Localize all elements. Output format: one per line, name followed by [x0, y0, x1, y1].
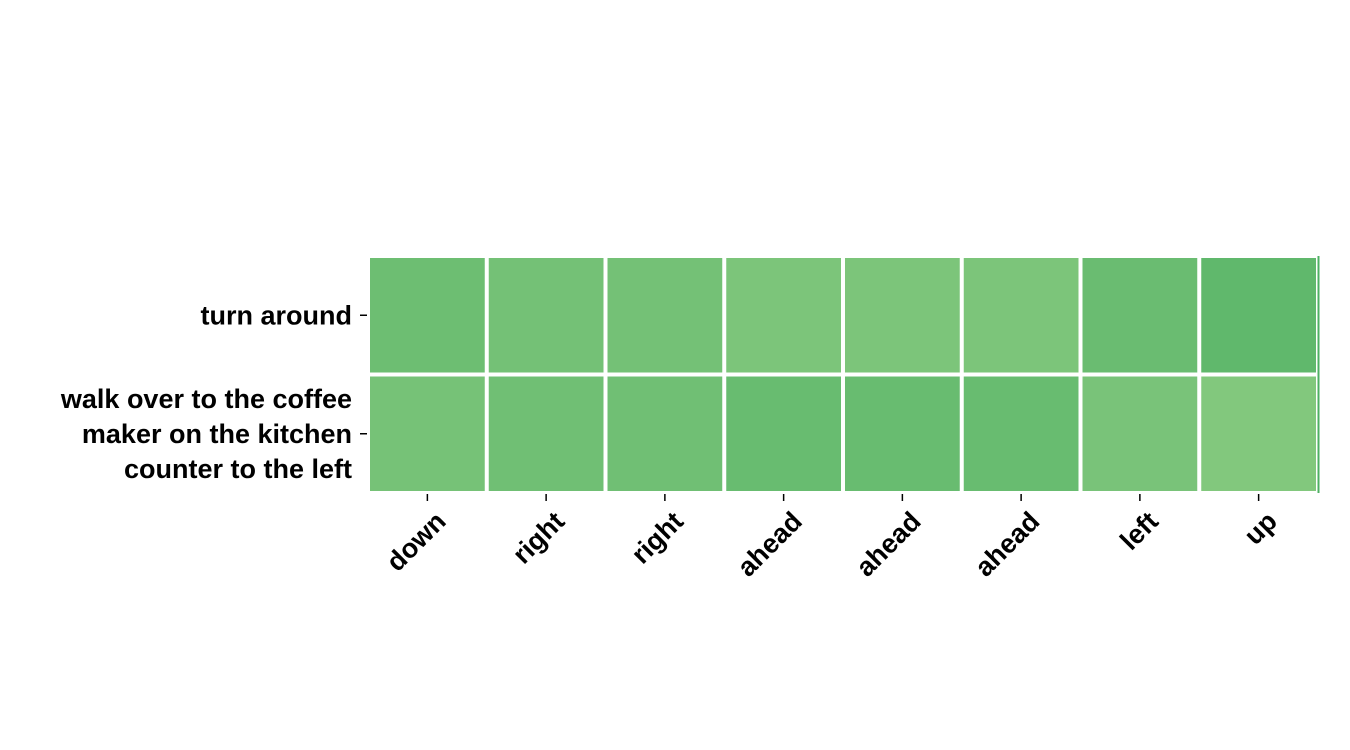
- heatmap-cell-r1-c6: [1082, 376, 1198, 491]
- y-tick-label-1: walk over to the coffee maker on the kitc…: [60, 384, 352, 484]
- y-axis: turn around walk over to the coffee maker …: [60, 300, 367, 484]
- heatmap-cell-r0-c5: [963, 258, 1079, 373]
- heatmap-cell-r0-c6: [1082, 258, 1198, 373]
- heatmap-cell-r1-c3: [726, 376, 841, 491]
- x-axis: down right right ahead ahead ahead left up: [381, 494, 1283, 582]
- x-tick-label-3: ahead: [731, 506, 807, 582]
- heatmap-cell-r1-c0: [370, 376, 485, 491]
- heatmap-cell-r0-c3: [726, 258, 841, 373]
- heatmap-cell-r1-c7: [1201, 376, 1316, 491]
- x-tick-label-5: ahead: [969, 506, 1045, 582]
- y-tick-label-0: turn around: [201, 300, 352, 330]
- heatmap-cell-r1-c1: [488, 376, 604, 491]
- y-tick-label-line: counter to the left: [124, 454, 352, 484]
- x-tick-label-1: right: [507, 506, 571, 570]
- heatmap-cell-r0-c0: [370, 258, 485, 373]
- heatmap-cell-r1-c5: [963, 376, 1079, 491]
- x-tick-label-7: up: [1238, 506, 1283, 551]
- heatmap-cell-r0-c4: [845, 258, 960, 373]
- x-tick-label-2: right: [625, 506, 689, 570]
- y-tick-label-line: walk over to the coffee: [60, 384, 352, 414]
- heatmap-cell-r1-c2: [607, 376, 723, 491]
- heatmap-cell-r0-c7: [1201, 258, 1316, 373]
- x-tick-label-6: left: [1114, 506, 1164, 556]
- x-tick-label-4: ahead: [850, 506, 926, 582]
- y-tick-label-line: maker on the kitchen: [82, 419, 352, 449]
- heatmap-cell-r0-c2: [607, 258, 723, 373]
- heatmap-cell-r0-c1: [488, 258, 604, 373]
- y-tick-label-line: turn around: [201, 300, 352, 330]
- heatmap-cells: [370, 258, 1316, 491]
- x-tick-label-0: down: [381, 506, 452, 577]
- heatmap-cell-r1-c4: [845, 376, 960, 491]
